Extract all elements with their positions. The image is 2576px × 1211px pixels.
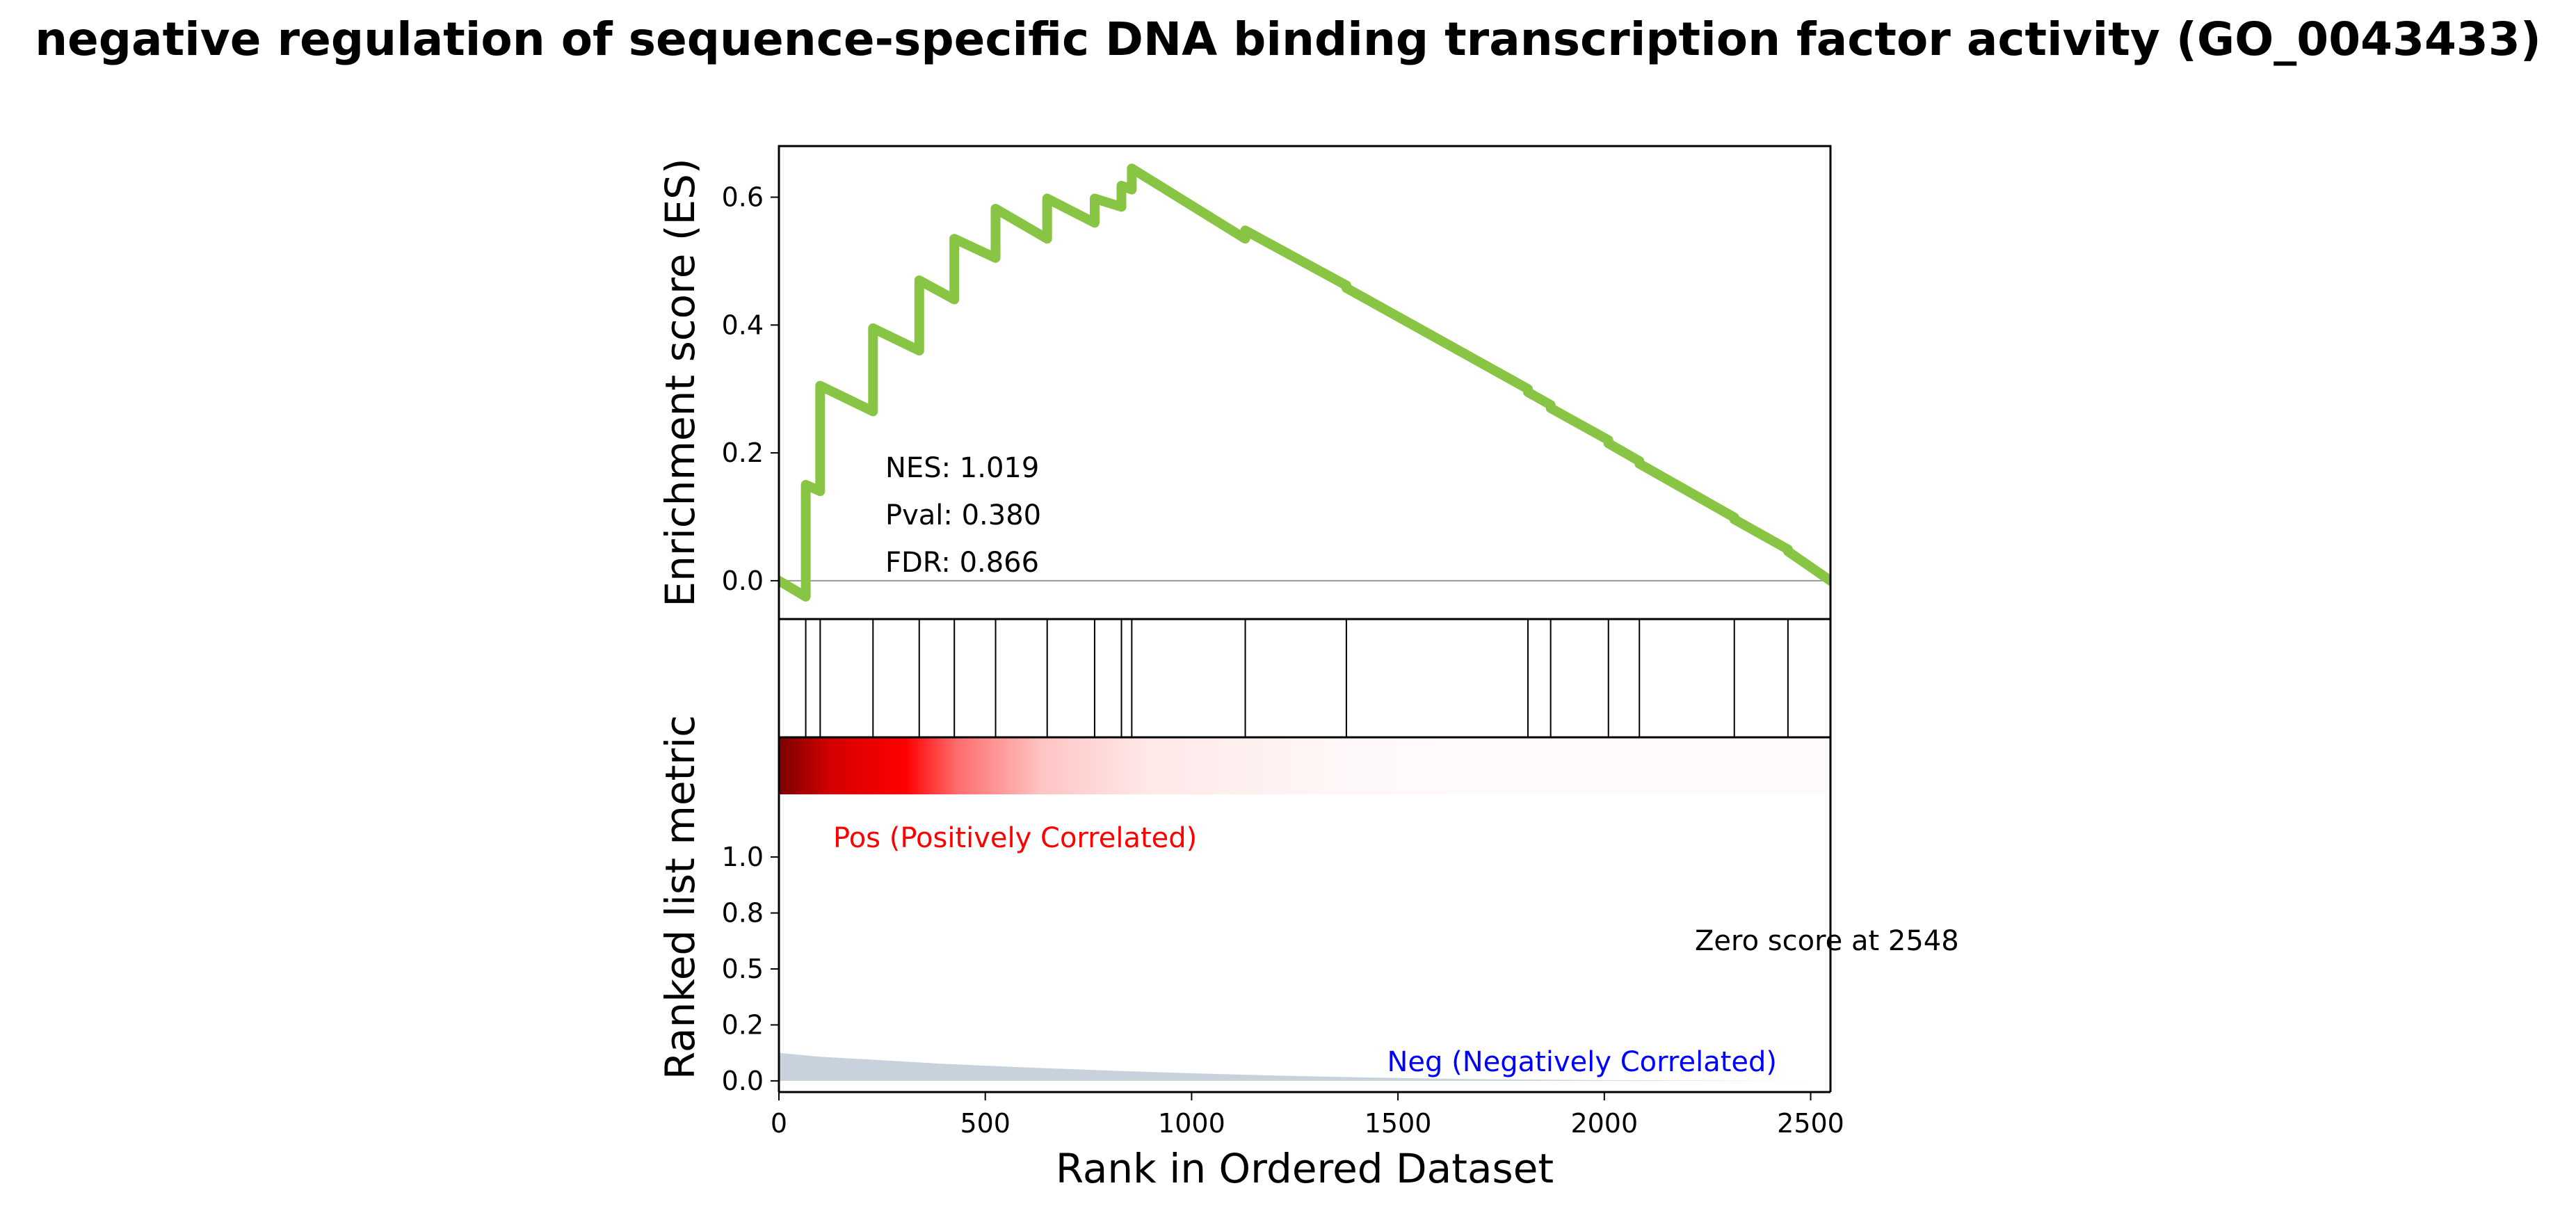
rank-panel: 0.0 0.2 0.5 0.8 1.0 0 500 1000 1500 2000 2500 Pos… xyxy=(657,715,1959,1192)
x-ticks: 0 500 1000 1500 2000 2500 xyxy=(771,1092,1844,1139)
negative-correlated-label: Neg (Negatively Correlated) xyxy=(1387,1046,1778,1078)
x-tick-label: 2500 xyxy=(1777,1108,1844,1139)
rank-y-axis-title: Ranked list metric xyxy=(657,715,704,1080)
es-stat-label: FDR: 0.866 xyxy=(885,547,1039,579)
x-tick-label: 2000 xyxy=(1570,1108,1638,1139)
zero-score-label: Zero score at 2548 xyxy=(1695,925,1959,957)
es-y-tick-label: 0.2 xyxy=(722,438,764,468)
es-stat-label: NES: 1.019 xyxy=(885,452,1039,484)
heatmap-bar xyxy=(779,737,1830,794)
es-y-tick-label: 0.0 xyxy=(722,566,764,596)
x-tick-label: 1500 xyxy=(1365,1108,1432,1139)
x-tick-label: 1000 xyxy=(1158,1108,1225,1139)
rank-y-tick-label: 1.0 xyxy=(722,842,764,872)
es-panel: 0.0 0.2 0.4 0.6 NES: 1.019 Pval: 0.380 FDR: 0… xyxy=(657,145,1832,620)
rank-y-tick-label: 0.2 xyxy=(722,1009,764,1040)
hits-frame xyxy=(778,618,1832,739)
x-tick-label: 0 xyxy=(771,1108,787,1139)
es-stat-label: Pval: 0.380 xyxy=(885,499,1041,531)
page-title: negative regulation of sequence-specific… xyxy=(35,13,2541,66)
ranked-metric-area xyxy=(779,1052,1830,1081)
es-y-tick-label: 0.4 xyxy=(722,310,764,340)
rank-y-tick-label: 0.5 xyxy=(722,954,764,984)
rank-y-tick-label: 0.8 xyxy=(722,898,764,929)
x-axis-title: Rank in Ordered Dataset xyxy=(1056,1145,1554,1192)
es-stats: NES: 1.019 Pval: 0.380 FDR: 0.866 xyxy=(885,452,1041,579)
es-y-axis-title: Enrichment score (ES) xyxy=(657,158,704,607)
rank-y-ticks: 0.0 0.2 0.5 0.8 1.0 xyxy=(722,842,779,1096)
hit-lines xyxy=(805,619,1789,737)
positive-correlated-label: Pos (Positively Correlated) xyxy=(833,822,1197,854)
rank-y-tick-label: 0.0 xyxy=(722,1066,764,1096)
hits-panel xyxy=(778,618,1832,739)
es-series-line xyxy=(779,163,1830,602)
es-y-ticks: 0.0 0.2 0.4 0.6 xyxy=(722,182,779,596)
es-y-tick-label: 0.6 xyxy=(722,182,764,213)
x-tick-label: 500 xyxy=(960,1108,1011,1139)
